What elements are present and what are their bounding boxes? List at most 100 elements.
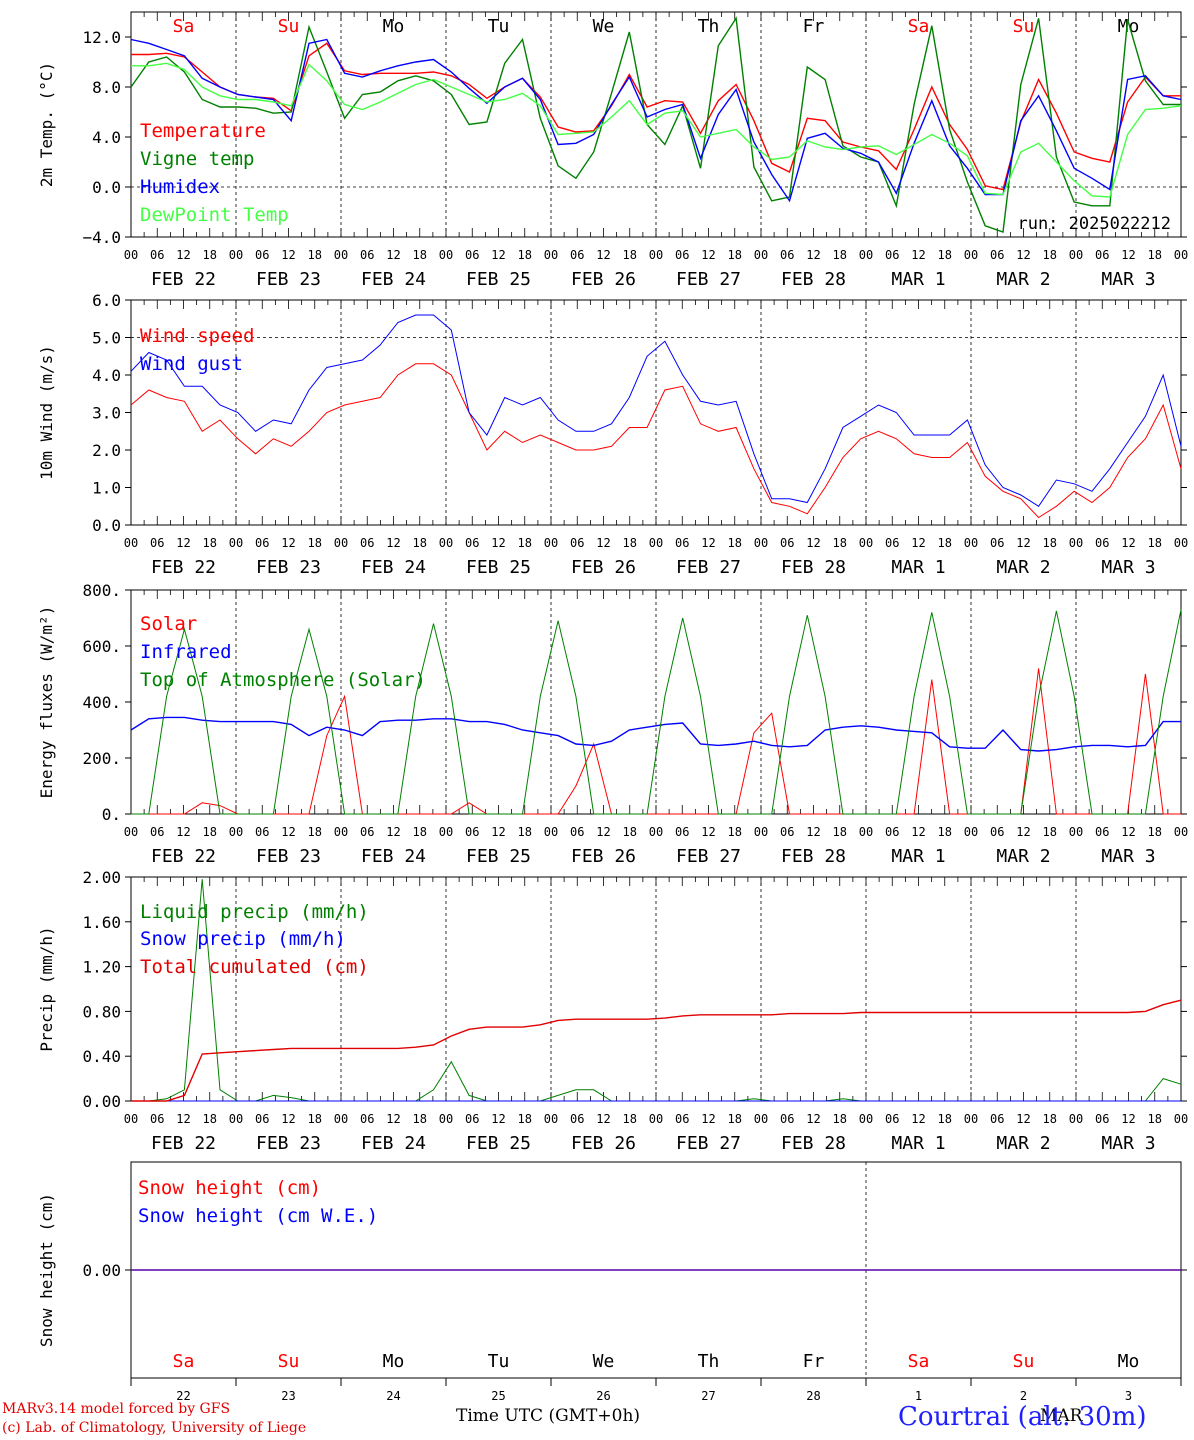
- hour-tick-label: 18: [413, 1112, 427, 1126]
- weekday-label: Mo: [1118, 1351, 1140, 1372]
- hour-tick-label: 12: [596, 536, 610, 550]
- weekday-label: Fr: [803, 16, 825, 37]
- hour-tick-label: 06: [1095, 536, 1109, 550]
- y-tick-label: 2.00: [82, 868, 121, 887]
- day-number-label: 23: [281, 1389, 295, 1403]
- series-line: [130, 716, 1181, 752]
- hour-tick-label: 12: [386, 536, 400, 550]
- legend-label: Snow precip (mm/h): [140, 928, 346, 950]
- x-axis-title: Time UTC (GMT+0h): [456, 1406, 641, 1426]
- hour-tick-label: 06: [255, 1112, 269, 1126]
- weekday-label: We: [593, 16, 615, 37]
- hour-tick-label: 00: [649, 1112, 663, 1126]
- day-number-label: 1: [915, 1389, 922, 1403]
- hour-tick-label: 18: [1148, 825, 1162, 839]
- hour-tick-label: 12: [281, 825, 295, 839]
- lab-credit: (c) Lab. of Climatology, University of L…: [2, 1420, 307, 1436]
- hour-tick-label: 12: [386, 825, 400, 839]
- hour-tick-label: 06: [675, 1112, 689, 1126]
- hour-tick-label: 12: [1121, 536, 1135, 550]
- weekday-label: Su: [1013, 1351, 1035, 1372]
- hour-tick-label: 00: [754, 1112, 768, 1126]
- hour-tick-label: 00: [1174, 825, 1188, 839]
- hour-tick-label: 00: [1069, 825, 1083, 839]
- y-tick-label: −4.0: [82, 228, 121, 247]
- date-label: FEB 23: [256, 1133, 321, 1154]
- hour-tick-label: 00: [439, 536, 453, 550]
- hour-tick-label: 00: [859, 1112, 873, 1126]
- hour-tick-label: 18: [728, 248, 742, 262]
- hour-tick-label: 00: [1069, 536, 1083, 550]
- hour-tick-label: 06: [885, 825, 899, 839]
- hour-tick-label: 18: [308, 1112, 322, 1126]
- day-number-label: 2: [1020, 1389, 1027, 1403]
- hour-tick-label: 18: [728, 825, 742, 839]
- hour-tick-label: 12: [176, 536, 190, 550]
- hour-tick-label: 12: [701, 536, 715, 550]
- date-label: FEB 23: [256, 269, 321, 290]
- hour-tick-label: 06: [990, 825, 1004, 839]
- y-tick-label: 600.: [82, 637, 121, 656]
- hour-tick-label: 00: [859, 536, 873, 550]
- y-tick-label: 4.0: [92, 366, 121, 385]
- hour-tick-label: 06: [780, 825, 794, 839]
- weekday-label: Su: [278, 16, 300, 37]
- hour-tick-label: 12: [386, 248, 400, 262]
- hour-tick-label: 06: [255, 536, 269, 550]
- hour-tick-label: 00: [754, 825, 768, 839]
- hour-tick-label: 06: [465, 825, 479, 839]
- hour-tick-label: 12: [386, 1112, 400, 1126]
- hour-tick-label: 18: [833, 248, 847, 262]
- weekday-label: We: [593, 1351, 615, 1372]
- y-tick-label: 1.0: [92, 479, 121, 498]
- hour-tick-label: 06: [465, 536, 479, 550]
- hour-tick-label: 06: [990, 1112, 1004, 1126]
- hour-tick-label: 18: [203, 1112, 217, 1126]
- hour-tick-label: 06: [885, 1112, 899, 1126]
- day-number-label: 28: [806, 1389, 820, 1403]
- date-label: FEB 27: [676, 557, 741, 578]
- date-label: FEB 22: [151, 557, 216, 578]
- hour-tick-label: 18: [1148, 248, 1162, 262]
- date-label: FEB 28: [781, 269, 846, 290]
- plot-frame: [130, 589, 1182, 815]
- y-tick-label: 0.0: [92, 516, 121, 535]
- hour-tick-label: 06: [1095, 825, 1109, 839]
- legend-label: Solar: [140, 613, 197, 635]
- hour-tick-label: 06: [255, 248, 269, 262]
- hour-tick-label: 18: [1043, 825, 1057, 839]
- y-tick-label: 0.: [102, 805, 121, 824]
- hour-tick-label: 00: [964, 825, 978, 839]
- hour-tick-label: 00: [334, 536, 348, 550]
- y-tick-label: 4.0: [92, 128, 121, 147]
- hour-tick-label: 12: [1016, 248, 1030, 262]
- hour-tick-label: 12: [281, 248, 295, 262]
- y-axis-label: 2m Temp. (°C): [37, 62, 56, 187]
- weekday-label: Sa: [908, 1351, 930, 1372]
- hour-tick-label: 00: [124, 825, 138, 839]
- date-label: MAR 1: [891, 846, 945, 867]
- weekday-label: Su: [278, 1351, 300, 1372]
- series-line: [130, 363, 1182, 519]
- hour-tick-label: 06: [465, 248, 479, 262]
- hour-tick-label: 00: [1174, 248, 1188, 262]
- hour-tick-label: 18: [1043, 1112, 1057, 1126]
- hour-tick-label: 18: [833, 536, 847, 550]
- date-label: MAR 1: [891, 1133, 945, 1154]
- legend-label: Snow height (cm): [138, 1177, 321, 1199]
- hour-tick-label: 00: [649, 825, 663, 839]
- hour-tick-label: 18: [728, 536, 742, 550]
- hour-tick-label: 06: [990, 536, 1004, 550]
- panel-1: 12.0 8.0 4.0 0.0 −4.0 2m Temp. (°C) 00 06 12 18 00…: [37, 11, 1188, 290]
- hour-tick-label: 12: [701, 1112, 715, 1126]
- hour-tick-label: 00: [859, 248, 873, 262]
- y-tick-label: 1.60: [82, 913, 121, 932]
- plot-frame: [130, 299, 1182, 526]
- hour-tick-label: 12: [596, 1112, 610, 1126]
- hour-tick-label: 06: [990, 248, 1004, 262]
- date-label: FEB 24: [361, 1133, 426, 1154]
- date-label: FEB 26: [571, 269, 636, 290]
- hour-tick-label: 06: [465, 1112, 479, 1126]
- date-label: FEB 28: [781, 1133, 846, 1154]
